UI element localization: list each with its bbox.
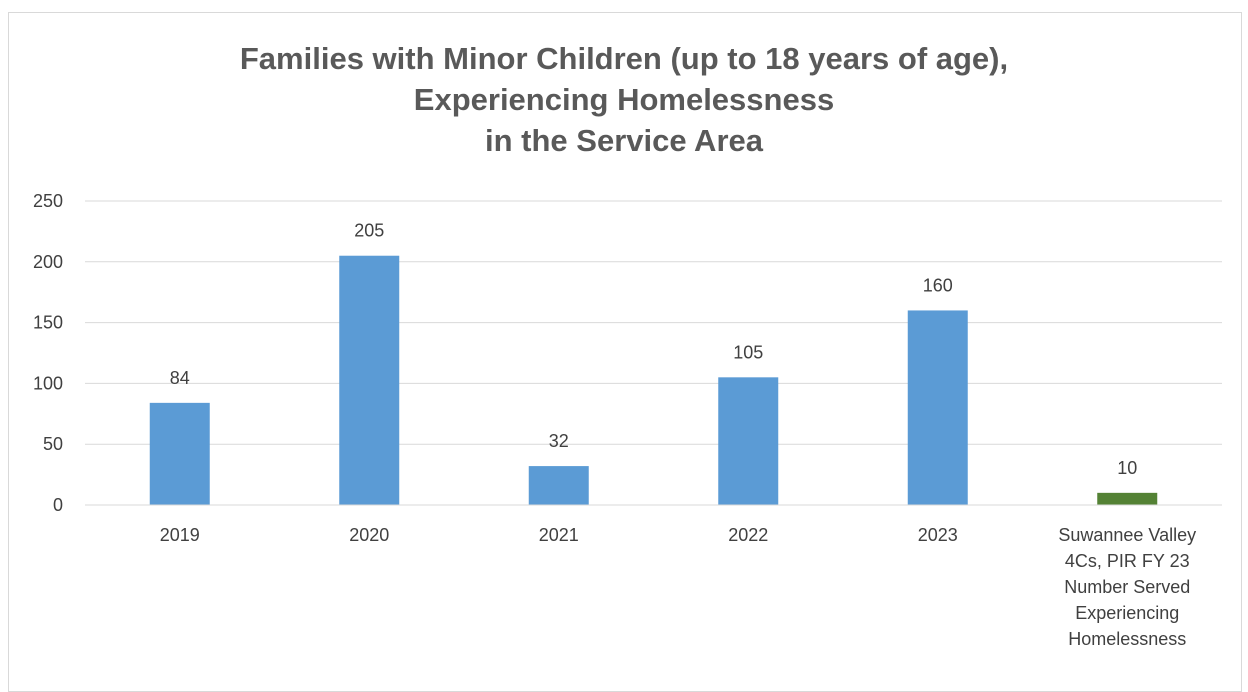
x-tick-label-line: Number Served — [1064, 577, 1190, 597]
bar — [908, 310, 968, 505]
y-tick-label: 200 — [33, 252, 63, 272]
data-label: 160 — [923, 275, 953, 295]
data-label: 10 — [1117, 458, 1137, 478]
y-tick-label: 250 — [33, 191, 63, 211]
y-tick-label: 150 — [33, 313, 63, 333]
bar — [1097, 493, 1157, 505]
data-label: 32 — [549, 431, 569, 451]
bar — [718, 377, 778, 505]
data-label: 205 — [354, 221, 384, 241]
x-tick-label-line: 2023 — [918, 525, 958, 545]
x-tick-label: 2021 — [539, 525, 579, 545]
x-tick-label: 2019 — [160, 525, 200, 545]
x-tick-label-line: Suwannee Valley — [1058, 525, 1196, 545]
x-tick-label-line: 2021 — [539, 525, 579, 545]
x-tick-label: Suwannee Valley 4Cs, PIR FY 23 Number Serv… — [1058, 525, 1196, 649]
x-tick-label: 2020 — [349, 525, 389, 545]
y-tick-label: 100 — [33, 373, 63, 393]
x-tick-label-line: 4Cs, PIR FY 23 — [1065, 551, 1190, 571]
x-tick-label: 2022 — [728, 525, 768, 545]
x-tick-label-line: 2020 — [349, 525, 389, 545]
x-tick-label-line: Experiencing — [1075, 603, 1179, 623]
bar — [529, 466, 589, 505]
data-label: 84 — [170, 368, 190, 388]
y-tick-label: 50 — [43, 434, 63, 454]
y-tick-label: 0 — [53, 495, 63, 515]
data-label: 105 — [733, 342, 763, 362]
x-tick-label: 2023 — [918, 525, 958, 545]
x-tick-label-line: 2019 — [160, 525, 200, 545]
bar — [150, 403, 210, 505]
x-tick-label-line: Homelessness — [1068, 629, 1186, 649]
x-tick-label-line: 2022 — [728, 525, 768, 545]
bar — [339, 256, 399, 505]
bar-chart: 0 50 100 150 200 250 84 2019 205 2020 32 2021 105 202… — [0, 0, 1248, 677]
